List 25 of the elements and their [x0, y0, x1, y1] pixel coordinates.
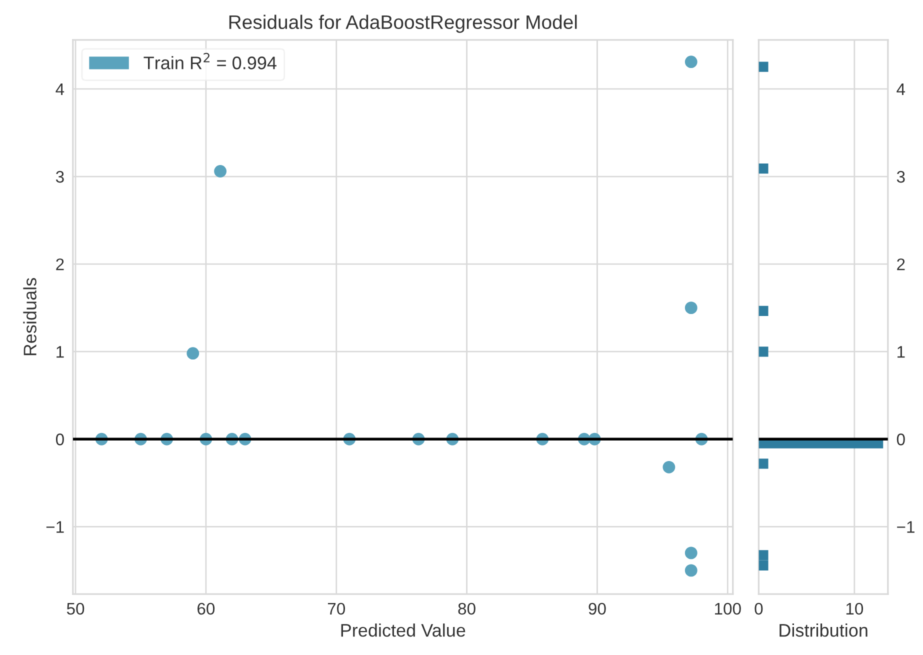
y-tick-label: 4 — [896, 84, 906, 96]
chart-title: Residuals for AdaBoostRegressor Model — [229, 14, 577, 33]
x-tick-label: 80 — [458, 602, 476, 615]
x-tick-label: 70 — [328, 602, 345, 615]
x-tick-label: 50 — [66, 602, 84, 615]
y-tick-label: 1 — [56, 346, 64, 358]
y-axis-title: Residuals — [23, 278, 36, 356]
x-tick-label: 0 — [754, 602, 763, 615]
y-tick-label: 2 — [897, 258, 905, 270]
y-tick-label: 3 — [56, 170, 64, 183]
y-tick-label: 2 — [56, 258, 64, 270]
x-tick-label: 60 — [198, 602, 215, 615]
x-axis-title: Predicted Value — [341, 624, 466, 637]
y-tick-label: 0 — [896, 434, 905, 446]
y-tick-label: −1 — [897, 521, 914, 533]
y-tick-label: 0 — [56, 434, 64, 446]
x-axis-title: Distribution — [780, 624, 868, 637]
x-tick-label: 100 — [715, 602, 741, 615]
x-tick-label: 10 — [846, 602, 864, 615]
y-tick-label: 3 — [896, 170, 905, 183]
y-tick-label: 1 — [898, 346, 905, 358]
legend-label: Train R$^{2}$ = 0.994 — [144, 52, 276, 70]
x-tick-label: 90 — [588, 602, 606, 615]
y-tick-label: 4 — [56, 84, 64, 96]
y-tick-label: −1 — [46, 521, 64, 533]
